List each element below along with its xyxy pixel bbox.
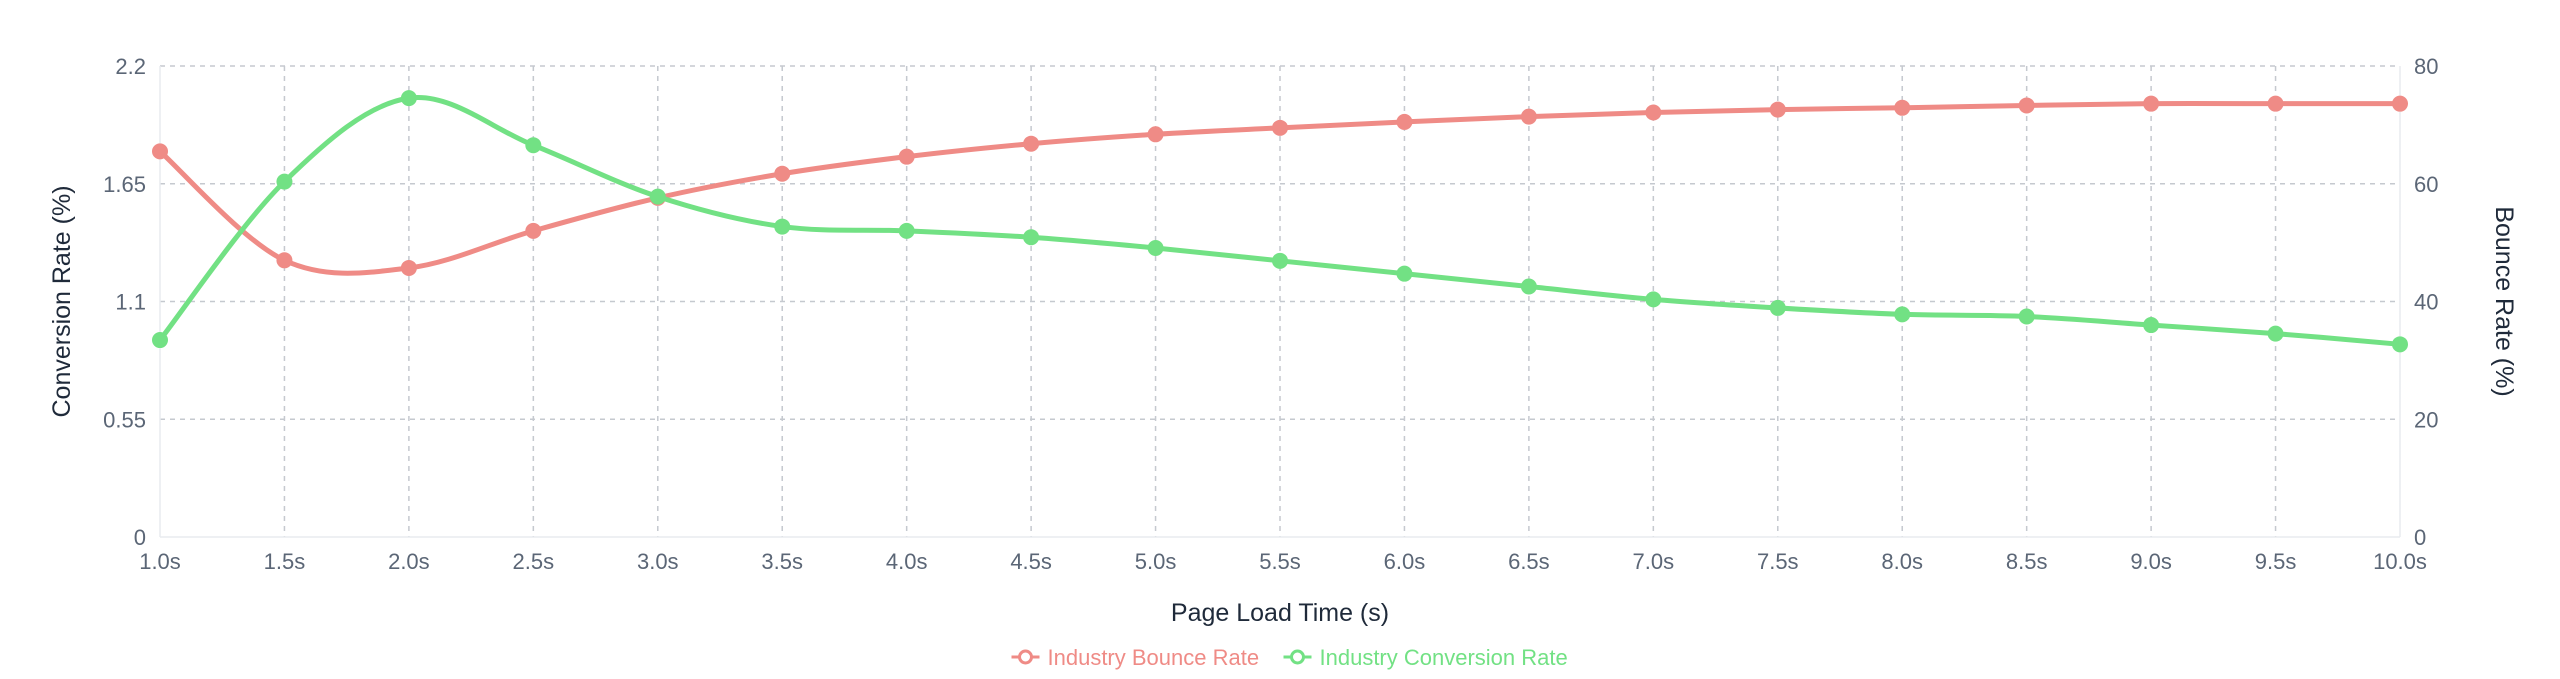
data-point[interactable] xyxy=(1645,104,1662,121)
legend-marker-icon xyxy=(1018,649,1033,665)
data-point[interactable] xyxy=(1894,99,1911,116)
x-tick-label: 10.0s xyxy=(2373,549,2427,574)
data-point[interactable] xyxy=(649,188,666,205)
data-point[interactable] xyxy=(1769,299,1786,316)
data-point[interactable] xyxy=(525,137,542,154)
data-point[interactable] xyxy=(152,332,168,349)
x-tick-label: 6.5s xyxy=(1508,549,1550,574)
legend: Industry Bounce Rate Industry Conversion … xyxy=(1011,645,1568,670)
data-point[interactable] xyxy=(898,148,915,165)
x-tick-label: 7.5s xyxy=(1757,549,1799,574)
data-point[interactable] xyxy=(400,259,417,276)
data-point[interactable] xyxy=(2392,95,2408,112)
x-tick-label: 4.5s xyxy=(1010,549,1052,574)
legend-item-industry-bounce-rate[interactable]: Industry Bounce Rate xyxy=(1011,645,1260,670)
x-tick-label: 9.5s xyxy=(2255,549,2297,574)
series-group xyxy=(152,90,2408,353)
data-point[interactable] xyxy=(1396,113,1413,130)
y-axis-left-title: Conversion Rate (%) xyxy=(48,185,76,417)
y-left-tick-label: 0 xyxy=(134,525,146,550)
x-tick-label: 4.0s xyxy=(886,549,928,574)
data-point[interactable] xyxy=(2392,336,2408,353)
data-point[interactable] xyxy=(1147,126,1164,143)
data-point[interactable] xyxy=(2267,95,2284,112)
x-tick-label: 7.0s xyxy=(1633,549,1675,574)
x-tick-label: 5.0s xyxy=(1135,549,1177,574)
data-point[interactable] xyxy=(1520,108,1537,125)
y-left-tick-label: 1.1 xyxy=(115,290,146,315)
y-right-tick-label: 20 xyxy=(2414,407,2438,432)
y-left-tick-label: 1.65 xyxy=(103,172,146,197)
data-point[interactable] xyxy=(1645,291,1662,308)
data-point[interactable] xyxy=(2018,308,2035,325)
series-industry-bounce-rate xyxy=(152,95,2408,276)
legend-label: Industry Bounce Rate xyxy=(1048,645,1260,670)
data-point[interactable] xyxy=(2267,325,2284,342)
data-point[interactable] xyxy=(898,222,915,239)
y-axis-right-title: Bounce Rate (%) xyxy=(2490,206,2518,396)
x-tick-label: 1.0s xyxy=(139,549,181,574)
data-point[interactable] xyxy=(276,173,293,190)
data-point[interactable] xyxy=(400,90,417,107)
data-point[interactable] xyxy=(152,143,168,160)
series-industry-conversion-rate xyxy=(152,90,2408,353)
data-point[interactable] xyxy=(1272,119,1288,136)
data-point[interactable] xyxy=(1520,278,1537,295)
data-point[interactable] xyxy=(2018,97,2035,114)
y-right-tick-label: 40 xyxy=(2414,290,2438,315)
data-point[interactable] xyxy=(2143,95,2160,112)
data-point[interactable] xyxy=(1147,239,1164,256)
x-tick-label: 8.5s xyxy=(2006,549,2048,574)
data-point[interactable] xyxy=(1023,229,1040,246)
x-tick-label: 1.5s xyxy=(264,549,306,574)
y-right-tick-label: 60 xyxy=(2414,172,2438,197)
x-tick-label: 2.5s xyxy=(513,549,555,574)
legend-label: Industry Conversion Rate xyxy=(1320,645,1568,670)
x-tick-label: 3.5s xyxy=(761,549,803,574)
axes: 0 0 0.55 20 1.1 40 1.65 60 2.2 80 1.0s 1.5s 2.0s 2.5s… xyxy=(103,54,2438,574)
data-point[interactable] xyxy=(525,222,542,239)
x-tick-label: 6.0s xyxy=(1384,549,1426,574)
data-point[interactable] xyxy=(774,218,791,235)
data-point[interactable] xyxy=(1894,306,1911,323)
y-left-tick-label: 0.55 xyxy=(103,407,146,432)
data-point[interactable] xyxy=(276,252,293,269)
legend-item-industry-conversion-rate[interactable]: Industry Conversion Rate xyxy=(1283,645,1568,670)
y-left-tick-label: 2.2 xyxy=(115,54,146,79)
x-tick-label: 5.5s xyxy=(1259,549,1301,574)
x-tick-label: 8.0s xyxy=(1881,549,1923,574)
x-tick-label: 3.0s xyxy=(637,549,679,574)
data-point[interactable] xyxy=(1396,265,1413,282)
data-point[interactable] xyxy=(1769,101,1786,118)
y-right-tick-label: 0 xyxy=(2414,525,2426,550)
x-tick-label: 2.0s xyxy=(388,549,430,574)
x-axis-title: Page Load Time (s) xyxy=(1171,599,1389,627)
y-right-tick-label: 80 xyxy=(2414,54,2438,79)
data-point[interactable] xyxy=(774,165,791,182)
data-point[interactable] xyxy=(2143,317,2160,334)
grid xyxy=(160,65,2400,537)
x-tick-label: 9.0s xyxy=(2130,549,2172,574)
legend-marker-icon xyxy=(1290,649,1305,665)
data-point[interactable] xyxy=(1272,252,1288,269)
data-point[interactable] xyxy=(1023,135,1040,152)
